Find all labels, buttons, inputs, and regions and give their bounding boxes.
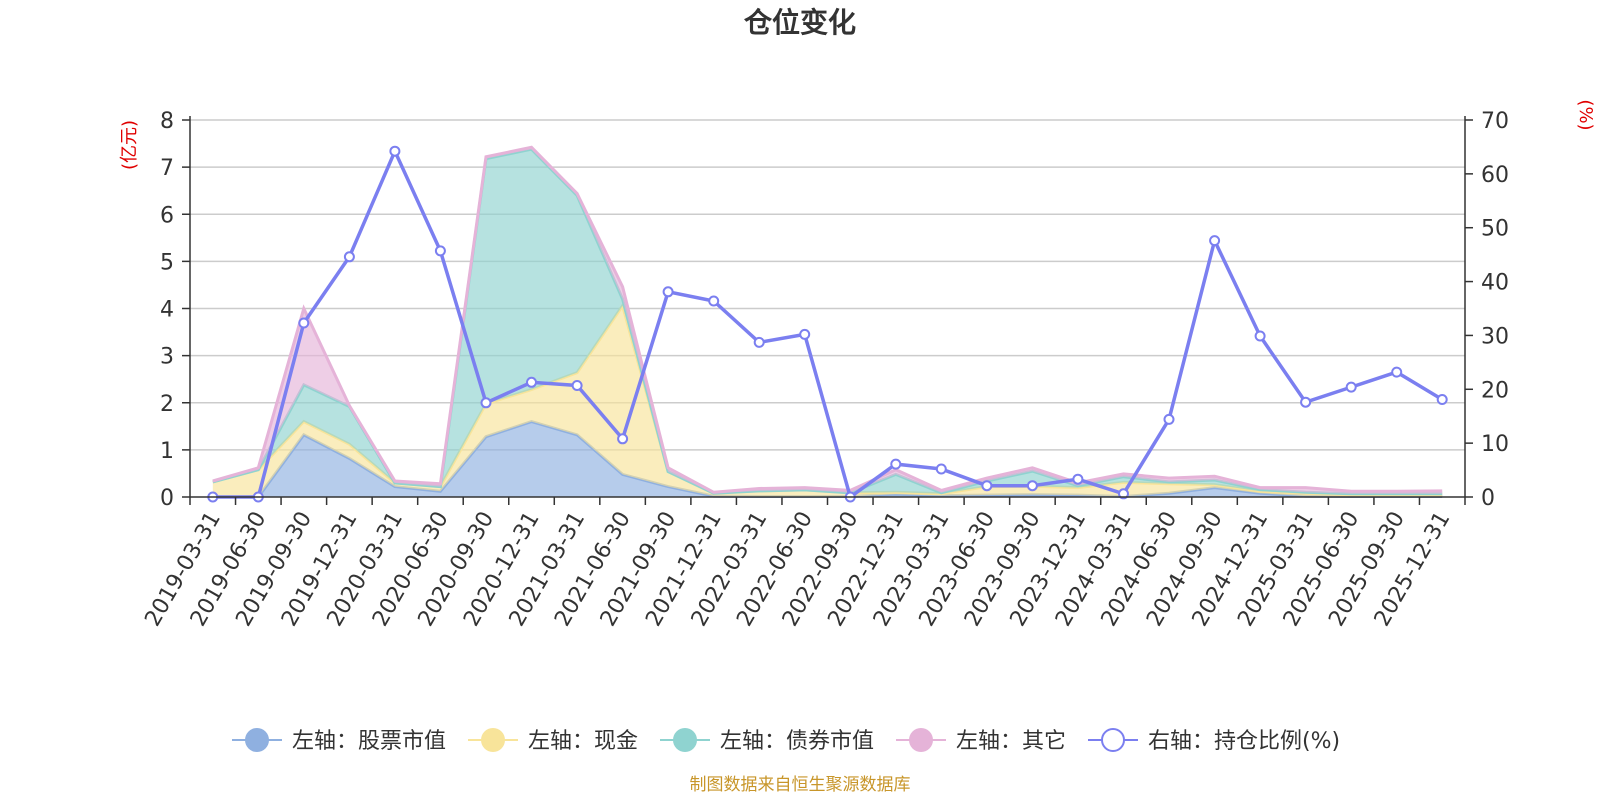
ratio-point xyxy=(1072,473,1084,485)
grid-lines xyxy=(190,119,1465,451)
left-tick-label: 1 xyxy=(160,439,174,464)
legend-item: 左轴：债券市值 xyxy=(660,728,874,754)
right-tick-label: 0 xyxy=(1481,486,1495,511)
legend-item: 右轴：持仓比例(%) xyxy=(1088,728,1340,754)
legend-marker-icon xyxy=(481,728,505,752)
legend-marker-icon xyxy=(909,728,933,752)
ratio-point xyxy=(1118,488,1129,500)
ratio-point xyxy=(890,458,902,470)
right-tick-label: 20 xyxy=(1481,378,1509,403)
left-tick-label: 8 xyxy=(160,109,174,134)
legend-marker-icon xyxy=(1101,728,1125,752)
ratio-point xyxy=(1209,235,1221,247)
left-tick-label: 4 xyxy=(160,298,174,323)
chart-title: 仓位变化 xyxy=(744,6,856,39)
legend-label: 左轴：其它 xyxy=(956,729,1066,754)
right-tick-label: 50 xyxy=(1481,217,1509,242)
ratio-point xyxy=(1300,396,1312,408)
left-tick-label: 7 xyxy=(160,156,174,181)
ratio-point xyxy=(799,328,811,340)
ratio-point xyxy=(343,251,355,263)
ratio-point xyxy=(480,397,492,409)
ratio-point xyxy=(1026,480,1038,492)
ratio-point xyxy=(434,245,446,257)
left-tick-label: 6 xyxy=(160,203,174,228)
legend-marker-icon xyxy=(245,728,269,752)
right-axis-unit: (%) xyxy=(1575,99,1596,130)
ratio-point xyxy=(662,286,674,298)
area-1 xyxy=(212,421,1443,497)
legend-label: 右轴：持仓比例(%) xyxy=(1148,729,1340,754)
legend: 左轴：股票市值 左轴：现金 左轴：债券市值 左轴：其它 右轴：持仓比例(%) xyxy=(232,728,1340,754)
right-tick-label: 70 xyxy=(1481,109,1509,134)
ratio-point xyxy=(1254,330,1266,342)
left-tick-label: 2 xyxy=(160,392,174,417)
source-note: 制图数据来自恒生聚源数据库 xyxy=(690,775,911,795)
left-axis-unit: (亿元) xyxy=(119,120,140,170)
ratio-point xyxy=(708,295,720,307)
ratio-point xyxy=(617,433,629,445)
stacked-areas xyxy=(212,145,1443,499)
left-tick-label: 5 xyxy=(160,250,174,275)
ratio-point xyxy=(298,317,310,329)
legend-item: 左轴：股票市值 xyxy=(232,728,446,754)
ratio-point xyxy=(1163,413,1175,425)
left-tick-label: 3 xyxy=(160,345,174,370)
right-tick-label: 40 xyxy=(1481,271,1509,296)
legend-marker-icon xyxy=(673,728,697,752)
legend-item: 左轴：现金 xyxy=(468,728,638,754)
area-4 xyxy=(212,147,1443,494)
right-tick-label: 60 xyxy=(1481,163,1509,188)
ratio-point xyxy=(935,463,947,475)
ratio-point xyxy=(1391,366,1403,378)
right-tick-label: 30 xyxy=(1481,324,1509,349)
area-3 xyxy=(212,149,1443,495)
legend-item: 左轴：其它 xyxy=(896,728,1066,754)
ratio-point xyxy=(981,480,993,492)
ratio-point xyxy=(1345,381,1357,393)
legend-label: 左轴：现金 xyxy=(528,729,638,754)
ratio-line-path xyxy=(212,146,1444,500)
legend-label: 左轴：股票市值 xyxy=(292,729,446,754)
area-edge-4 xyxy=(212,145,1443,494)
axes: 0123456780102030405060702019-03-312019-0… xyxy=(140,109,1509,631)
area-edge-3 xyxy=(212,147,1443,496)
ratio-point xyxy=(753,336,765,348)
ratio-point xyxy=(571,380,583,391)
ratio-line xyxy=(207,145,1448,503)
ratio-point xyxy=(1436,394,1448,405)
right-tick-label: 10 xyxy=(1481,432,1509,457)
legend-label: 左轴：债券市值 xyxy=(720,729,874,754)
ratio-point xyxy=(389,145,401,157)
ratio-point xyxy=(526,376,537,388)
left-tick-label: 0 xyxy=(160,486,174,511)
